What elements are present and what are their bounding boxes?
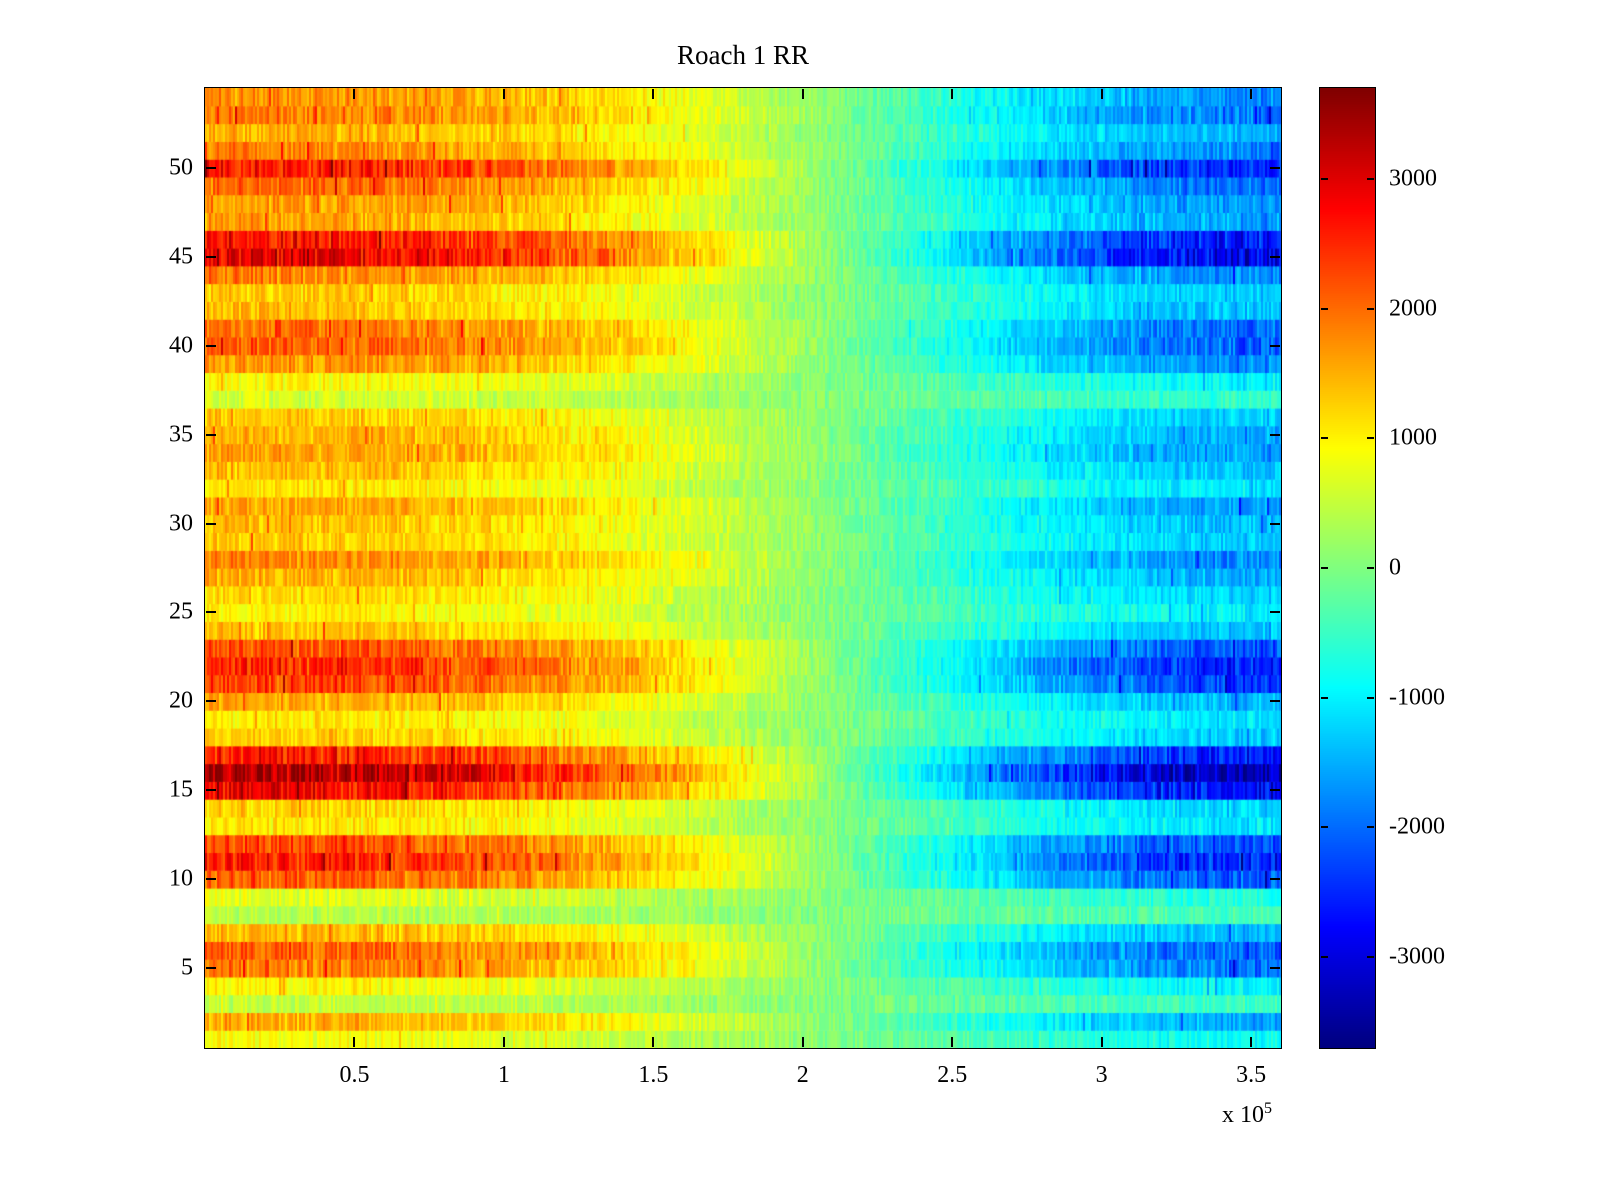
colorbar-tick-mark-right [1367, 567, 1374, 569]
colorbar [1319, 87, 1376, 1049]
colorbar-tick-mark-right [1367, 177, 1374, 180]
heatmap-plot-area [204, 87, 1282, 1049]
y-tick-label: 10 [169, 865, 193, 892]
y-tick-mark-right [1270, 967, 1280, 969]
colorbar-tick-label: -1000 [1389, 684, 1445, 711]
colorbar-tick-mark-left [1321, 826, 1328, 829]
y-tick-mark-right [1270, 167, 1280, 169]
y-tick-mark-right [1270, 522, 1280, 525]
y-tick-mark [206, 167, 216, 169]
colorbar-tick-mark-left [1321, 567, 1328, 569]
exponent-power: 5 [1264, 1100, 1272, 1117]
x-tick-mark-top [951, 89, 954, 99]
colorbar-tick-mark-right [1367, 437, 1374, 440]
y-tick-label: 20 [169, 687, 193, 714]
y-tick-mark-right [1270, 344, 1280, 347]
colorbar-tick-label: 0 [1389, 554, 1401, 581]
x-tick-mark-top [353, 89, 356, 99]
x-tick-mark-top [652, 89, 655, 99]
chart-title: Roach 1 RR [677, 40, 809, 70]
heatmap-image [205, 88, 1281, 1048]
y-tick-mark [206, 433, 216, 436]
x-tick-label: 3 [1095, 1062, 1108, 1088]
y-tick-mark [206, 611, 216, 614]
x-tick-mark [1250, 1037, 1253, 1047]
y-tick-mark-right [1270, 255, 1280, 258]
x-tick-label: 1 [497, 1062, 510, 1088]
colorbar-tick-label: -2000 [1389, 813, 1445, 840]
x-tick-mark [951, 1037, 954, 1047]
x-tick-mark [502, 1037, 505, 1047]
colorbar-gradient [1320, 88, 1375, 1048]
x-tick-label: 1.5 [638, 1062, 669, 1088]
x-tick-label: 0.5 [339, 1062, 370, 1088]
colorbar-tick-mark-right [1367, 956, 1374, 959]
colorbar-tick-label: 2000 [1389, 295, 1437, 322]
y-tick-label: 5 [181, 954, 193, 981]
x-tick-mark-top [1100, 89, 1103, 99]
x-tick-mark [1100, 1037, 1103, 1047]
x-tick-mark [353, 1037, 356, 1047]
colorbar-tick-mark-right [1367, 826, 1374, 829]
colorbar-tick-mark-right [1367, 307, 1374, 310]
x-tick-label: 2 [796, 1062, 809, 1088]
colorbar-tick-mark-left [1321, 307, 1328, 310]
y-tick-mark [206, 522, 216, 525]
x-tick-label: 2.5 [937, 1062, 968, 1088]
exponent-base: x 10 [1222, 1102, 1264, 1128]
y-tick-label: 30 [169, 510, 193, 537]
x-tick-mark [801, 1037, 804, 1047]
y-tick-label: 35 [169, 421, 193, 448]
x-tick-mark-top [801, 89, 804, 99]
y-tick-mark-right [1270, 878, 1280, 881]
x-tick-mark-top [1250, 89, 1253, 99]
colorbar-tick-mark-left [1321, 437, 1328, 440]
y-tick-mark [206, 878, 216, 881]
colorbar-tick-label: 3000 [1389, 165, 1437, 192]
y-tick-label: 25 [169, 598, 193, 625]
y-tick-mark-right [1270, 700, 1280, 703]
x-tick-mark-top [502, 89, 505, 99]
x-axis-exponent-label: x 105 [1222, 1100, 1272, 1129]
y-tick-mark [206, 967, 216, 969]
y-tick-mark [206, 344, 216, 347]
y-tick-mark [206, 789, 216, 792]
y-tick-mark-right [1270, 433, 1280, 436]
x-tick-label: 3.5 [1236, 1062, 1267, 1088]
colorbar-tick-mark-right [1367, 696, 1374, 699]
colorbar-tick-mark-left [1321, 696, 1328, 699]
colorbar-tick-label: 1000 [1389, 424, 1437, 451]
y-tick-mark-right [1270, 789, 1280, 792]
y-tick-label: 40 [169, 332, 193, 359]
x-tick-mark [652, 1037, 655, 1047]
y-tick-mark [206, 255, 216, 258]
colorbar-tick-label: -3000 [1389, 943, 1445, 970]
y-tick-label: 45 [169, 243, 193, 270]
y-tick-label: 50 [169, 154, 193, 181]
colorbar-tick-mark-left [1321, 956, 1328, 959]
y-tick-mark [206, 700, 216, 703]
colorbar-tick-mark-left [1321, 177, 1328, 180]
y-tick-label: 15 [169, 776, 193, 803]
y-tick-mark-right [1270, 611, 1280, 614]
